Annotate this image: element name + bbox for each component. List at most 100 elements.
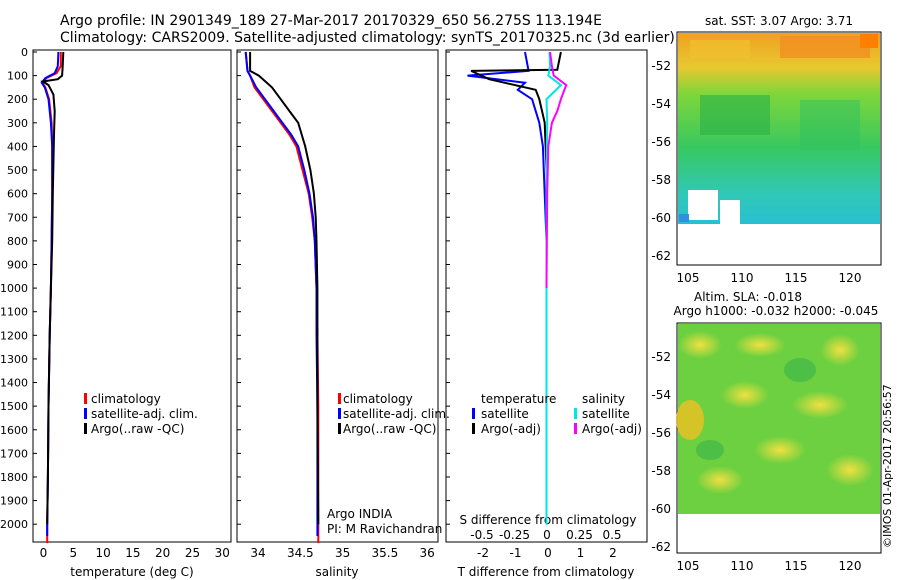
depth-tick-label: 100 xyxy=(7,70,28,83)
depth-tick-label: 1700 xyxy=(0,447,28,460)
series-line-salinity-satellite xyxy=(545,51,563,525)
legend-swatch-sal-argo xyxy=(574,423,577,434)
series-line-salinity-argo-adj- xyxy=(545,51,568,289)
salinity-note-line1: Argo INDIA xyxy=(327,507,393,521)
series-line-climatology xyxy=(244,51,320,544)
legend-salinity-title: salinity xyxy=(582,392,625,406)
depth-tick-label: 1400 xyxy=(0,377,28,390)
temperature-tick-label: 20 xyxy=(155,546,170,560)
legend-swatch-temp-satellite xyxy=(472,408,475,419)
profile-series xyxy=(40,51,568,544)
temperature-tick-labels: 0 5 10 15 20 25 30 xyxy=(40,546,230,560)
header-line1: Argo profile: IN 2901349_189 27-Mar-2017… xyxy=(60,13,602,29)
legend-temperature-title: temperature xyxy=(481,392,556,406)
map-latitude-label: -62 xyxy=(651,540,671,554)
legend-label: Argo(..raw -QC) xyxy=(343,422,436,436)
s-difference-tick-label: 0.5 xyxy=(602,528,621,542)
temperature-tick-label: 0 xyxy=(40,546,48,560)
depth-tick-label: 1600 xyxy=(0,424,28,437)
salinity-tick-label: 34 xyxy=(250,546,265,560)
depth-tick-label: 500 xyxy=(7,164,28,177)
legend-label: climatology xyxy=(91,392,161,406)
legend-swatch-sal-satellite xyxy=(574,408,577,419)
depth-tick-label: 400 xyxy=(7,140,28,153)
depth-tick-label: 600 xyxy=(7,188,28,201)
t-difference-xlabel: T difference from climatology xyxy=(457,565,635,579)
map-latitude-label: -52 xyxy=(651,350,671,364)
salinity-tick-label: 35 xyxy=(335,546,350,560)
sla-map-title2: Argo h1000: -0.032 h2000: -0.045 xyxy=(674,304,879,318)
sst-map-title: sat. SST: 3.07 Argo: 3.71 xyxy=(705,14,853,28)
temperature-legend: climatology satellite-adj. clim. Argo(..… xyxy=(84,392,198,436)
temperature-xlabel: temperature (deg C) xyxy=(70,565,193,579)
legend-label: satellite xyxy=(481,407,529,421)
map-latitude-label: -58 xyxy=(651,173,671,187)
salinity-legend: climatology satellite-adj. clim. Argo(..… xyxy=(338,392,450,436)
legend-label: climatology xyxy=(343,392,413,406)
temperature-tick-label: 15 xyxy=(125,546,140,560)
temperature-tick-label: 30 xyxy=(215,546,230,560)
legend-swatch-satellite xyxy=(84,408,87,419)
t-difference-tick-label: -1 xyxy=(510,546,522,560)
depth-tick-label: 800 xyxy=(7,235,28,248)
map-latitude-label: -56 xyxy=(651,426,671,440)
t-difference-tick-label: 2 xyxy=(609,546,617,560)
depth-tick-label: 1000 xyxy=(0,282,28,295)
map-longitude-label: 115 xyxy=(785,271,808,285)
sla-longitude-ticks: 105 110 115 120 xyxy=(677,559,862,573)
map-longitude-label: 120 xyxy=(839,559,862,573)
s-difference-tick-label: 0 xyxy=(543,528,551,542)
map-latitude-label: -56 xyxy=(651,135,671,149)
t-difference-tick-labels: -2 -1 0 1 2 xyxy=(477,546,617,560)
depth-tick-label: 300 xyxy=(7,117,28,130)
salinity-tick-label: 36 xyxy=(420,546,435,560)
s-difference-tick-label: 0.25 xyxy=(566,528,593,542)
legend-label: Argo(-adj) xyxy=(481,422,541,436)
sla-latitude-ticks: -52 -54 -56 -58 -60 -62 xyxy=(651,350,671,554)
depth-tick-labels: 0 100 200 300 400 500 600 700 800 900 1000 1100 1200… xyxy=(0,46,450,531)
t-difference-tick-label: 1 xyxy=(577,546,585,560)
legend-swatch-satellite xyxy=(338,408,341,419)
difference-panel-frame xyxy=(445,49,648,543)
header-line2: Climatology: CARS2009. Satellite-adjuste… xyxy=(60,30,675,46)
depth-tick-label: 200 xyxy=(7,93,28,106)
depth-tick-label: 1800 xyxy=(0,471,28,484)
map-latitude-label: -60 xyxy=(651,211,671,225)
legend-label: satellite xyxy=(582,407,630,421)
legend-label: Argo(..raw -QC) xyxy=(91,422,184,436)
series-line-temperature-satellite xyxy=(467,51,548,525)
legend-swatch-temp-argo xyxy=(472,423,475,434)
depth-tick-label: 2000 xyxy=(0,518,28,531)
t-difference-tick-label: -2 xyxy=(477,546,489,560)
salinity-tick-label: 35.5 xyxy=(372,546,399,560)
depth-tick-label: 1900 xyxy=(0,495,28,508)
s-difference-tick-label: -0.25 xyxy=(499,528,530,542)
legend-swatch-climatology xyxy=(84,393,87,404)
s-difference-tick-label: -0.5 xyxy=(470,528,493,542)
series-line-argo-raw-qc- xyxy=(249,52,320,525)
sla-map-title1: Altim. SLA: -0.018 xyxy=(694,290,802,304)
depth-tick-label: 1500 xyxy=(0,400,28,413)
legend-swatch-climatology xyxy=(338,393,341,404)
temperature-tick-label: 5 xyxy=(69,546,77,560)
legend-swatch-argo xyxy=(338,423,341,434)
map-longitude-label: 110 xyxy=(731,271,754,285)
map-latitude-label: -54 xyxy=(651,97,671,111)
salinity-xlabel: salinity xyxy=(315,565,358,579)
salinity-note-line2: PI: M Ravichandran xyxy=(327,522,442,536)
salinity-tick-labels: 34 34.5 35 35.5 36 xyxy=(250,546,434,560)
temperature-panel-frame xyxy=(32,49,232,543)
legend-label: satellite-adj. clim. xyxy=(343,407,450,421)
depth-tick-label: 0 xyxy=(21,46,28,59)
s-difference-xlabel: S difference from climatology xyxy=(460,513,637,527)
sst-latitude-ticks: -52 -54 -56 -58 -60 -62 xyxy=(651,59,671,263)
map-longitude-label: 105 xyxy=(677,559,700,573)
temperature-tick-label: 25 xyxy=(185,546,200,560)
s-difference-tick-labels: -0.5 -0.25 0 0.25 0.5 xyxy=(470,528,621,542)
series-line-argo-raw-qc- xyxy=(40,51,65,525)
sst-map-texture xyxy=(679,34,878,224)
depth-tick-label: 1300 xyxy=(0,353,28,366)
imos-timestamp: ©IMOS 01-Apr-2017 20:56:57 xyxy=(881,384,894,548)
depth-tick-label: 1200 xyxy=(0,329,28,342)
